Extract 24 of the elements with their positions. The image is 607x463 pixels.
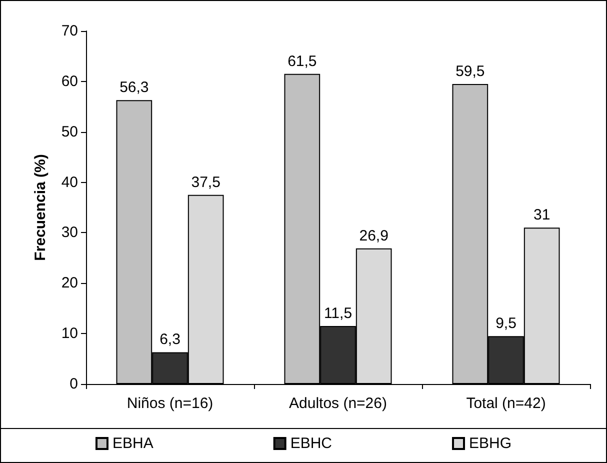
legend-label: EBHA bbox=[112, 435, 154, 452]
data-label: 26,9 bbox=[359, 227, 388, 244]
data-label: 11,5 bbox=[324, 305, 352, 322]
data-label: 9,5 bbox=[496, 315, 516, 332]
data-label: 6,3 bbox=[160, 331, 180, 348]
legend-label: EBHC bbox=[290, 435, 332, 452]
data-label: 37,5 bbox=[191, 174, 220, 191]
data-label: 56,3 bbox=[120, 79, 149, 96]
y-tick-label: 10 bbox=[61, 325, 78, 342]
data-label: 59,5 bbox=[456, 62, 485, 80]
x-tick-label: Niños (n=16) bbox=[126, 395, 214, 412]
y-tick-label: 70 bbox=[61, 22, 78, 40]
y-tick-label: 60 bbox=[61, 72, 78, 90]
y-tick-label: 40 bbox=[61, 174, 78, 191]
x-tick-label: Total (n=42) bbox=[466, 395, 546, 412]
y-tick-label: 0 bbox=[70, 376, 78, 392]
y-tick-label: 50 bbox=[61, 123, 78, 140]
legend-label: EBHG bbox=[469, 435, 512, 452]
y-tick-label: 20 bbox=[61, 274, 78, 292]
y-axis-title: Frecuencia (%) bbox=[32, 154, 49, 261]
data-label: 61,5 bbox=[288, 52, 317, 70]
x-tick-label: Adultos (n=26) bbox=[289, 395, 387, 412]
data-label: 31 bbox=[533, 206, 550, 224]
y-tick-label: 30 bbox=[61, 224, 78, 242]
